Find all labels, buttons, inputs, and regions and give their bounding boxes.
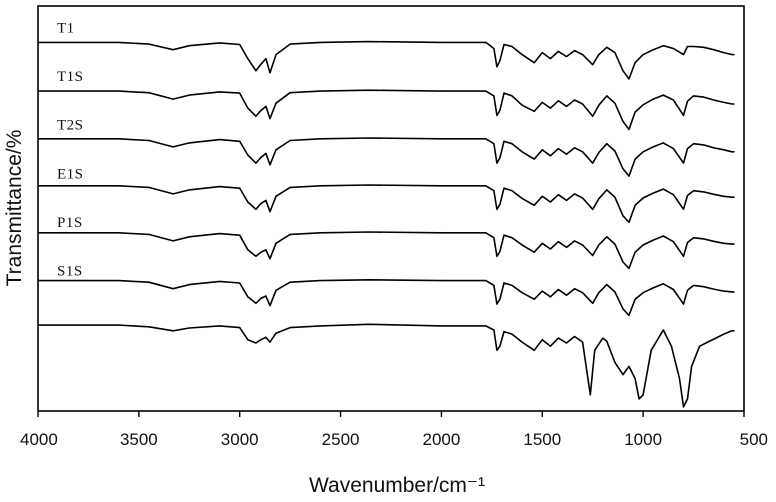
x-axis: 4000 3500 3000 2500 2000 1500 1000 500 — [20, 411, 768, 449]
series-line-p1s — [37, 231, 735, 270]
series-layer — [37, 40, 735, 408]
series-label-e1s: E1S — [57, 166, 84, 182]
series-line-t2s — [37, 137, 735, 177]
series-label-t1s: T1S — [57, 69, 84, 85]
series-label-layer: T1 T1S T2S E1S P1S S1S — [57, 20, 84, 279]
series-label-t2s: T2S — [57, 118, 84, 134]
series-label-s1s: S1S — [57, 263, 83, 279]
series-line-t1s — [37, 89, 735, 131]
series-line-e1s — [37, 184, 735, 224]
series-line-s1s — [37, 279, 735, 317]
series-label-t1: T1 — [57, 20, 75, 36]
x-tick-label: 4000 — [20, 430, 58, 449]
series-line-t1 — [37, 40, 735, 80]
x-tick-label: 2000 — [423, 430, 461, 449]
x-axis-title: Wavenumber/cm⁻¹ — [309, 474, 485, 497]
x-tick-label: 500 — [740, 430, 768, 449]
x-tick-label: 1500 — [523, 430, 561, 449]
x-tick-label: 3500 — [120, 430, 158, 449]
x-tick-label: 1000 — [624, 430, 662, 449]
y-axis-title: Transmittance/% — [3, 130, 26, 287]
plot-frame — [37, 5, 745, 412]
series-label-p1s: P1S — [57, 215, 83, 231]
x-tick-label: 3000 — [221, 430, 259, 449]
x-tick-label: 2500 — [322, 430, 360, 449]
series-line-bottom — [37, 323, 735, 408]
